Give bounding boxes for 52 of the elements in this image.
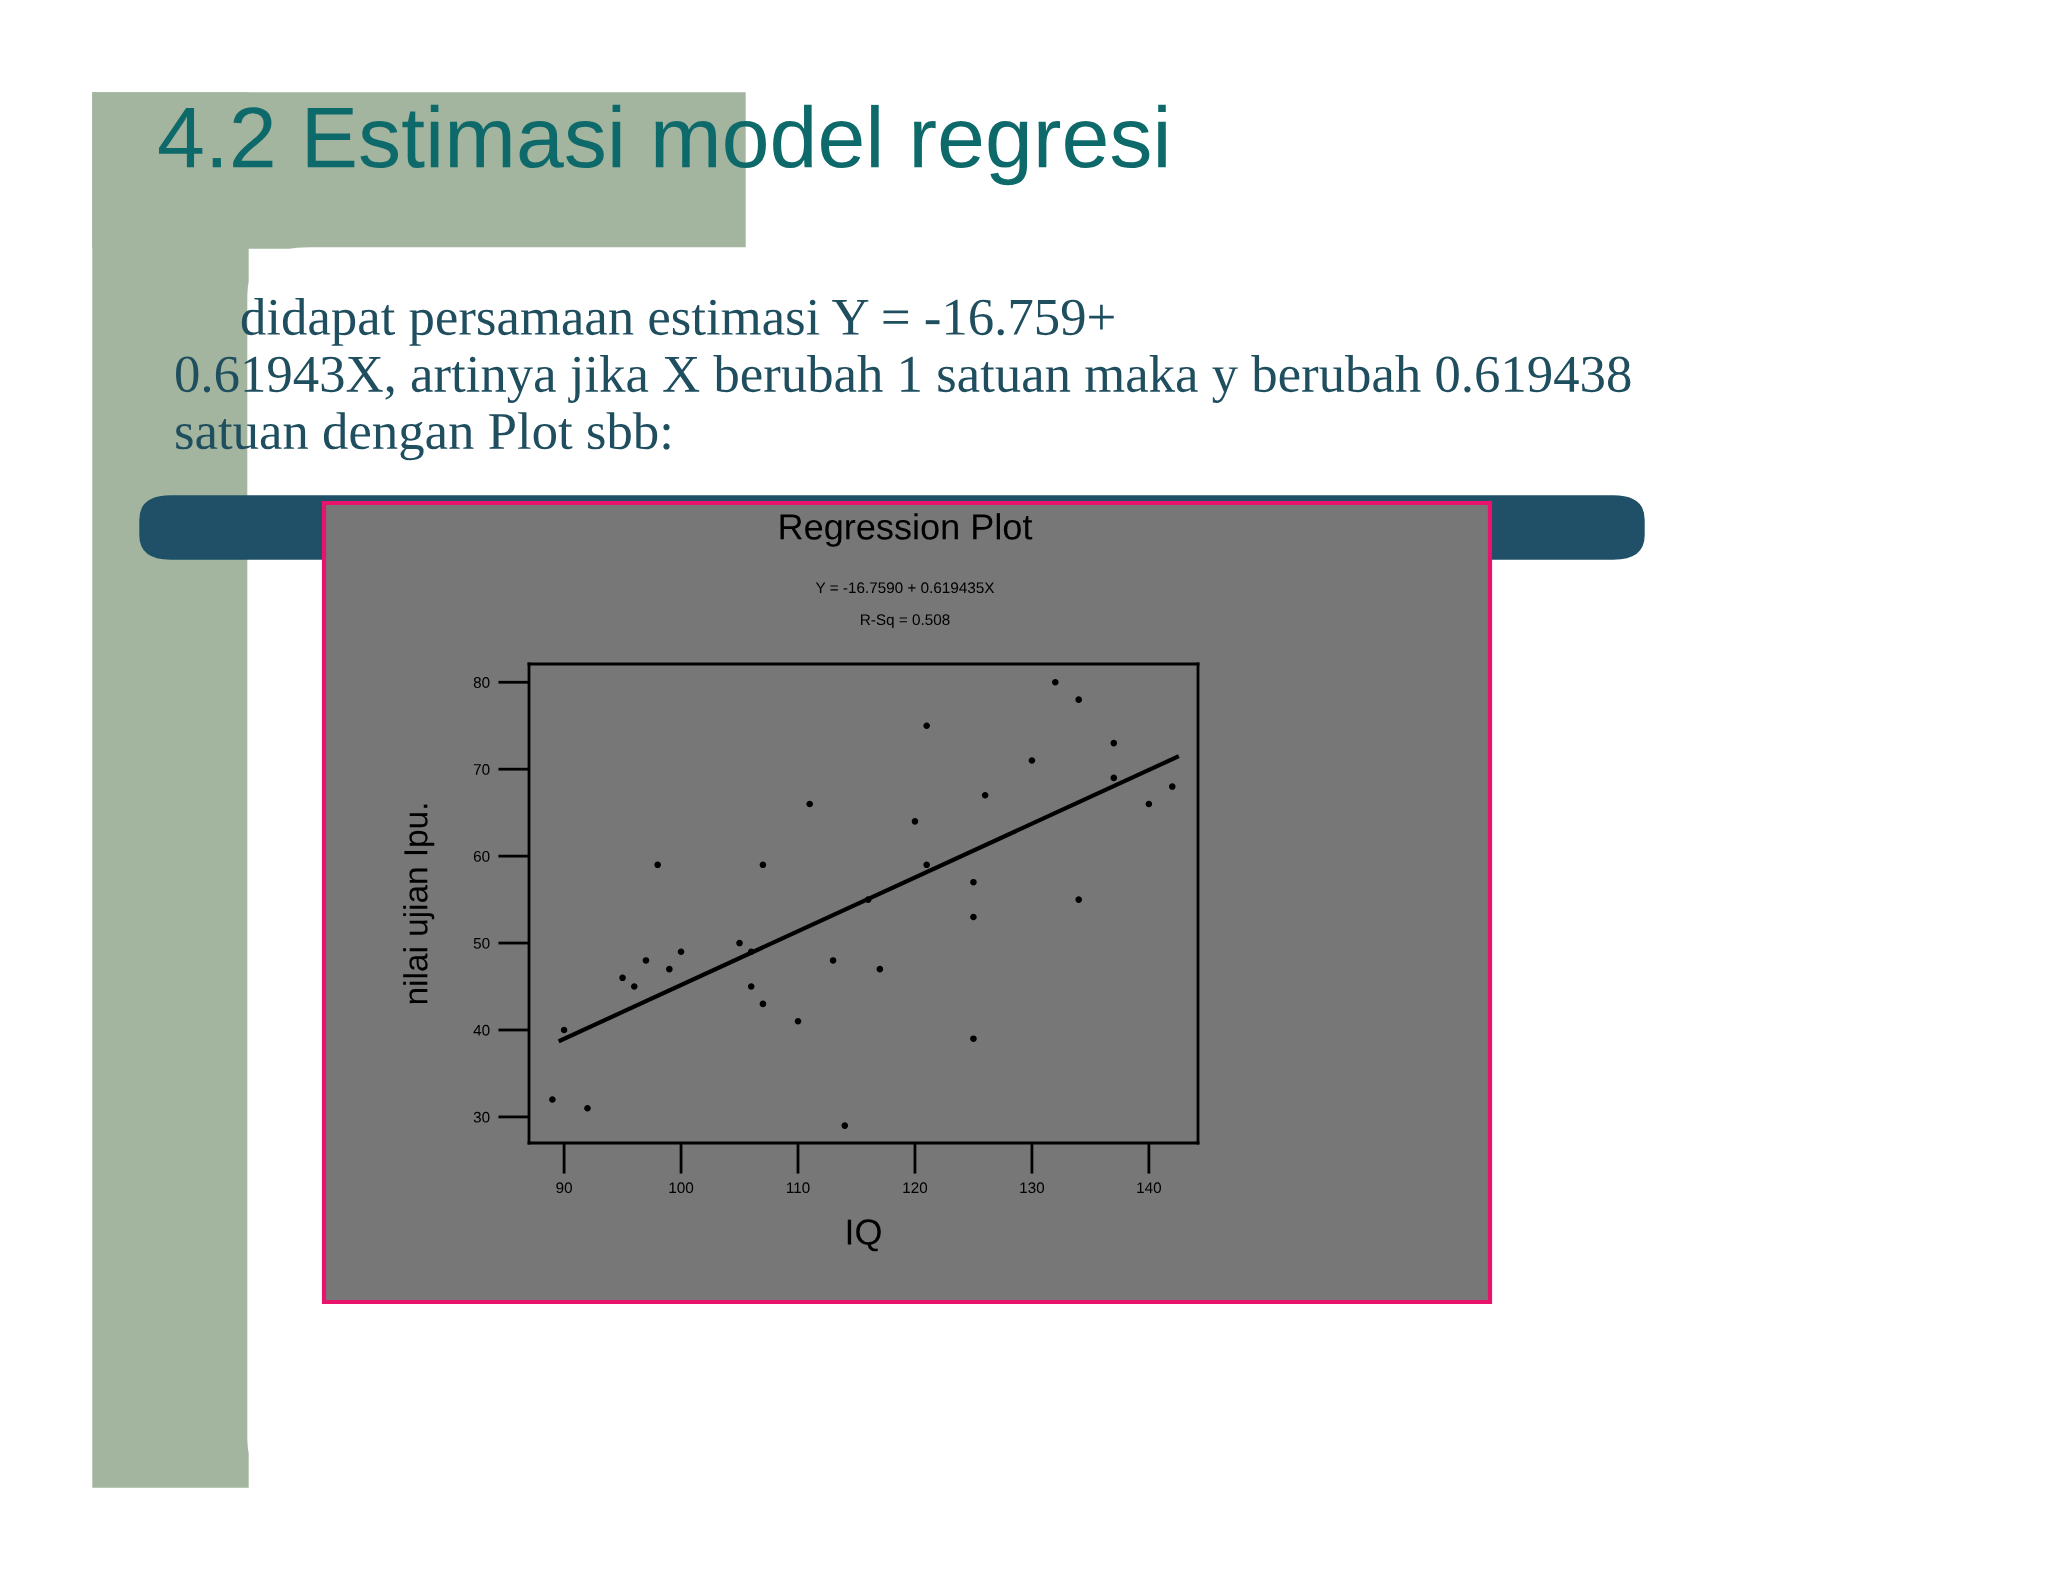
point <box>1168 783 1176 790</box>
point <box>806 800 813 808</box>
point <box>560 1026 568 1034</box>
point <box>759 861 767 869</box>
point <box>970 913 977 921</box>
y-tick-label: 80 <box>473 677 490 688</box>
point <box>841 1122 849 1129</box>
point <box>677 948 685 956</box>
x-tick-label: 130 <box>1020 1182 1045 1194</box>
x-tick-label: 120 <box>903 1182 928 1194</box>
point <box>584 1104 591 1112</box>
chart-title: Regression Plot <box>780 513 1033 547</box>
point <box>759 1000 767 1008</box>
x-tick-label: 90 <box>556 1182 572 1194</box>
point <box>829 957 837 964</box>
x-tick-label: 100 <box>669 1182 694 1194</box>
point <box>981 791 989 799</box>
point <box>1028 757 1036 764</box>
point <box>1145 800 1153 808</box>
point <box>736 939 743 947</box>
point <box>911 818 919 825</box>
point <box>630 983 638 990</box>
text: Y = -16.7590 + 0.619435X R-Sq = 0.508 <box>815 582 995 629</box>
point <box>876 965 884 973</box>
y-tick-label: 70 <box>473 764 490 775</box>
x-tick-label: 110 <box>786 1182 810 1194</box>
y-tick-label: 50 <box>473 937 490 949</box>
point <box>794 1018 802 1025</box>
point <box>970 878 977 886</box>
point <box>923 861 930 869</box>
x-tick-label: 140 <box>1137 1182 1162 1194</box>
point <box>747 983 755 990</box>
point <box>1110 774 1118 782</box>
y-tick-label: 30 <box>473 1111 490 1123</box>
text: 4.2 Estimasi model regresi <box>158 104 1166 186</box>
point <box>1075 696 1082 703</box>
point <box>864 896 872 903</box>
point <box>549 1096 556 1103</box>
point <box>970 1035 977 1042</box>
point <box>1075 896 1082 903</box>
point <box>654 861 661 869</box>
point <box>747 948 755 956</box>
x-axis-title: IQ <box>847 1219 881 1252</box>
point <box>642 957 650 964</box>
y-tick-label: 40 <box>473 1024 490 1036</box>
point <box>1110 739 1118 747</box>
y-axis-title: nilai ujian Ipu. <box>403 804 435 1004</box>
point <box>619 974 626 982</box>
point <box>1052 678 1059 686</box>
y-tick-label: 60 <box>473 850 490 862</box>
point <box>923 722 930 730</box>
point <box>666 965 673 973</box>
